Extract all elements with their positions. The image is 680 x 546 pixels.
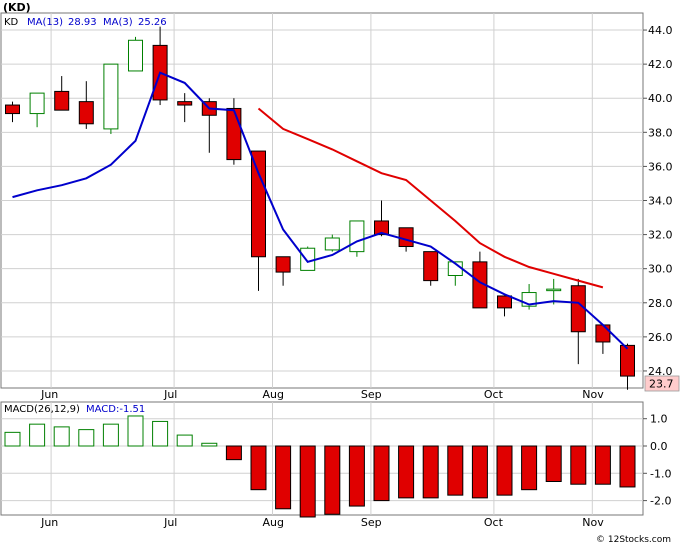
candle-body — [128, 39, 143, 72]
candle-body — [5, 104, 20, 115]
macd-tick-label: 0.0 — [650, 440, 668, 453]
candle-body — [570, 285, 586, 333]
macd-bar — [348, 445, 365, 507]
x-tick-label: Jun — [40, 388, 58, 401]
candle-body — [78, 101, 94, 125]
price-tick-label: 38.0 — [648, 126, 673, 139]
candle-body — [374, 220, 389, 236]
macd-bar — [619, 445, 636, 488]
macd-bar — [545, 445, 562, 482]
macd-bar — [422, 445, 439, 499]
x-tick-label: Nov — [582, 516, 604, 529]
x-tick-label: Aug — [263, 516, 284, 529]
macd-bar — [78, 429, 95, 447]
price-tick-label: 32.0 — [648, 229, 673, 242]
macd-bar — [250, 445, 267, 491]
macd-bar — [201, 442, 218, 447]
candle-body — [423, 251, 439, 282]
ma3-line — [12, 71, 629, 350]
macd-bar — [225, 445, 242, 461]
legend-ma13-label: MA(13) — [27, 17, 63, 28]
macd-bar — [324, 445, 341, 515]
macd-bar — [496, 445, 513, 496]
macd-bar — [471, 445, 488, 499]
x-tick-label: Nov — [582, 388, 604, 401]
last-price-label: 23.7 — [649, 378, 674, 391]
macd-bar — [594, 445, 611, 485]
legend-symbol: KD — [4, 17, 19, 28]
macd-histogram — [4, 415, 636, 518]
candle-body — [349, 220, 365, 253]
candle-body — [324, 237, 340, 251]
x-tick-label: Jul — [163, 516, 177, 529]
macd-tick-label: -1.0 — [650, 467, 671, 480]
candle-body — [595, 324, 611, 343]
price-tick-label: 26.0 — [648, 331, 673, 344]
price-tick-label: 44.0 — [648, 24, 673, 37]
macd-bar — [275, 445, 292, 510]
price-tick-label: 28.0 — [648, 297, 673, 310]
candle-body — [300, 247, 316, 271]
candle-body — [546, 288, 562, 292]
macd-bar — [299, 445, 316, 518]
macd-bar — [102, 423, 119, 447]
price-tick-label: 36.0 — [648, 160, 673, 173]
macd-tick-label: 1.0 — [650, 413, 668, 426]
macd-tick-label: -2.0 — [650, 495, 671, 508]
macd-bar — [570, 445, 587, 485]
x-tick-label: Sep — [361, 516, 382, 529]
price-x-axis: Jun Jul Aug Sep Oct Nov — [40, 388, 604, 401]
candle-body — [620, 344, 635, 377]
macd-bar — [53, 426, 70, 447]
price-tick-label: 34.0 — [648, 195, 673, 208]
candle-body — [275, 256, 291, 273]
candle-body — [251, 150, 266, 258]
x-tick-label: Oct — [484, 388, 504, 401]
macd-legend-value: MACD:-1.51 — [86, 404, 145, 415]
price-y-axis: 24.0 26.0 28.0 30.0 32.0 34.0 36.0 38.0 40.0 42.0… — [643, 24, 673, 378]
macd-bar — [398, 445, 415, 499]
x-tick-label: Jul — [163, 388, 177, 401]
macd-bar — [127, 415, 144, 447]
legend-ma3-value: 25.26 — [138, 17, 167, 28]
macd-legend-label: MACD(26,12,9) — [4, 404, 80, 415]
x-tick-label: Oct — [484, 516, 504, 529]
candle-body — [497, 295, 512, 309]
ticker-title: (KD) — [3, 1, 31, 14]
macd-bar — [447, 445, 464, 496]
candle-body — [226, 107, 242, 161]
price-tick-label: 42.0 — [648, 58, 673, 71]
candle-body — [103, 63, 119, 130]
macd-bar — [521, 445, 538, 491]
price-tick-label: 30.0 — [648, 263, 673, 276]
candle-body — [29, 92, 45, 115]
moving-average-lines — [12, 71, 629, 350]
price-tick-label: 24.0 — [648, 365, 673, 378]
candle-body — [177, 101, 193, 106]
macd-bar — [373, 445, 390, 502]
macd-bar — [152, 420, 169, 447]
legend-ma13-value: 28.93 — [68, 17, 97, 28]
ma13-line — [257, 107, 604, 289]
macd-bar — [4, 431, 21, 447]
macd-bar — [29, 423, 46, 447]
candle-body — [54, 90, 70, 111]
x-tick-label: Aug — [263, 388, 284, 401]
legend-ma3-label: MA(3) — [103, 17, 133, 28]
candle-body — [398, 227, 414, 248]
x-tick-label: Jun — [40, 516, 58, 529]
macd-x-axis: Jun Jul Aug Sep Oct Nov — [40, 516, 604, 529]
x-tick-label: Sep — [361, 388, 382, 401]
macd-bar — [176, 434, 193, 447]
last-price-box — [644, 375, 680, 392]
watermark: © 12Stocks.com — [596, 535, 671, 545]
price-tick-label: 40.0 — [648, 92, 673, 105]
macd-y-axis: 1.0 0.0 -1.0 -2.0 — [643, 413, 671, 508]
